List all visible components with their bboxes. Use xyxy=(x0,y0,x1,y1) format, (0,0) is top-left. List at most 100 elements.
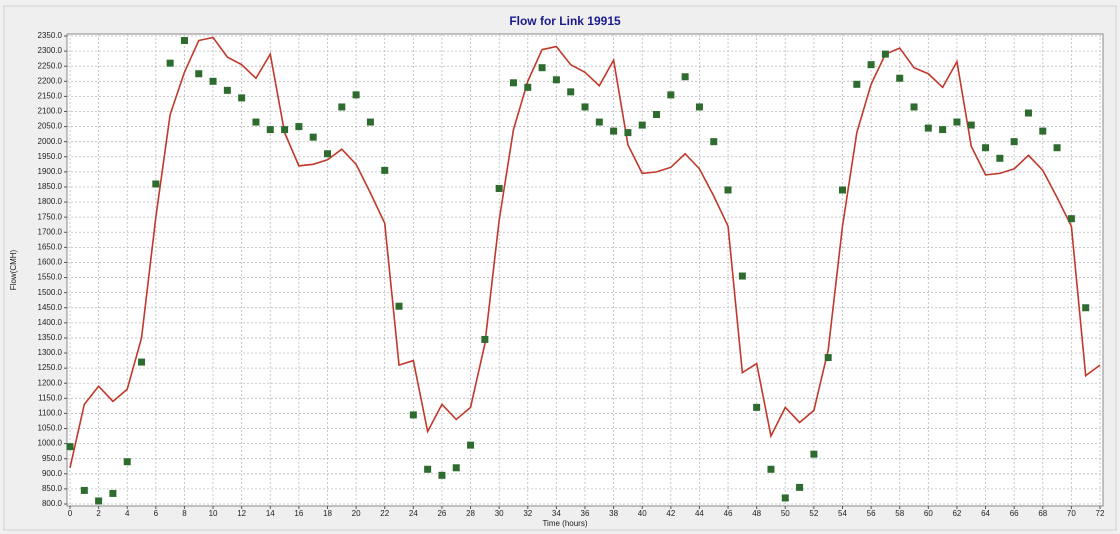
x-tick-label: 52 xyxy=(809,509,818,518)
y-tick-label: 850.0 xyxy=(42,484,63,493)
y-tick-label: 800.0 xyxy=(42,499,63,508)
marker xyxy=(839,186,846,194)
x-tick-label: 2 xyxy=(96,509,101,518)
marker xyxy=(924,124,932,132)
marker xyxy=(66,443,74,451)
y-tick-label: 1200.0 xyxy=(38,378,63,387)
x-tick-label: 22 xyxy=(380,509,389,518)
marker xyxy=(939,126,947,134)
marker xyxy=(953,118,961,126)
marker xyxy=(581,103,589,111)
x-tick-label: 40 xyxy=(638,509,647,518)
y-tick-label: 1350.0 xyxy=(38,333,63,342)
marker xyxy=(152,180,160,188)
marker xyxy=(366,118,374,126)
marker xyxy=(1053,144,1061,152)
x-tick-label: 64 xyxy=(981,509,990,518)
x-tick-label: 58 xyxy=(895,509,904,518)
marker xyxy=(252,118,260,126)
x-tick-label: 56 xyxy=(867,509,876,518)
x-tick-label: 34 xyxy=(552,509,561,518)
marker xyxy=(724,186,732,194)
marker xyxy=(1039,127,1047,135)
y-tick-label: 2300.0 xyxy=(38,46,63,55)
marker xyxy=(710,138,718,146)
marker xyxy=(524,83,532,91)
marker xyxy=(80,486,88,494)
marker xyxy=(667,91,675,99)
y-tick-label: 1000.0 xyxy=(38,439,63,448)
y-tick-label: 1050.0 xyxy=(38,424,63,433)
y-tick-label: 1150.0 xyxy=(38,393,62,402)
y-tick-label: 1250.0 xyxy=(38,363,63,372)
x-tick-label: 60 xyxy=(924,509,933,518)
marker xyxy=(967,121,975,129)
y-tick-label: 1300.0 xyxy=(38,348,63,357)
marker xyxy=(295,123,303,131)
marker xyxy=(424,465,432,473)
x-tick-label: 0 xyxy=(68,509,73,518)
marker xyxy=(638,121,646,129)
marker xyxy=(1082,304,1090,312)
y-tick-label: 2350.0 xyxy=(38,31,63,40)
marker xyxy=(109,489,117,497)
marker xyxy=(467,441,475,449)
line xyxy=(69,36,1101,468)
marker xyxy=(1024,109,1032,117)
x-tick-label: 20 xyxy=(352,509,361,518)
y-tick-label: 2100.0 xyxy=(38,107,63,116)
y-tick-label: 2200.0 xyxy=(38,76,63,85)
x-tick-label: 72 xyxy=(1096,509,1105,518)
marker xyxy=(223,86,231,94)
marker xyxy=(867,61,875,69)
marker xyxy=(881,50,889,58)
marker xyxy=(982,144,990,152)
marker xyxy=(610,127,618,135)
marker xyxy=(266,126,274,134)
marker xyxy=(681,73,689,81)
x-tick-label: 36 xyxy=(581,509,590,518)
y-tick-label: 900.0 xyxy=(42,469,63,478)
x-tick-label: 46 xyxy=(724,509,733,518)
y-tick-label: 2050.0 xyxy=(38,122,63,131)
x-tick-label: 10 xyxy=(209,509,218,518)
x-tick-label: 30 xyxy=(495,509,504,518)
marker xyxy=(567,88,575,96)
marker xyxy=(552,76,560,84)
x-tick-label: 28 xyxy=(466,509,475,518)
x-tick-label: 54 xyxy=(838,509,847,518)
marker xyxy=(338,103,346,111)
y-tick-label: 950.0 xyxy=(42,454,63,463)
y-tick-label: 1550.0 xyxy=(38,273,63,282)
x-tick-label: 6 xyxy=(154,509,159,518)
y-tick-label: 1500.0 xyxy=(38,288,63,297)
marker xyxy=(853,80,861,88)
marker xyxy=(395,302,403,310)
marker xyxy=(695,103,703,111)
x-tick-label: 44 xyxy=(695,509,704,518)
marker xyxy=(796,483,804,491)
y-tick-label: 2250.0 xyxy=(38,61,63,70)
y-tick-label: 1750.0 xyxy=(38,212,63,221)
x-tick-label: 48 xyxy=(752,509,761,518)
x-tick-label: 18 xyxy=(323,509,332,518)
marker xyxy=(781,494,789,502)
x-tick-label: 8 xyxy=(182,509,187,518)
marker xyxy=(653,111,661,119)
y-tick-label: 1650.0 xyxy=(38,242,63,251)
x-tick-label: 38 xyxy=(609,509,618,518)
y-tick-label: 1900.0 xyxy=(38,167,63,176)
x-tick-label: 42 xyxy=(666,509,675,518)
chart-title: Flow for Link 19915 xyxy=(509,14,621,28)
marker xyxy=(452,464,460,472)
marker xyxy=(195,70,203,78)
y-tick-label: 1700.0 xyxy=(38,227,63,236)
marker xyxy=(767,465,775,473)
x-tick-label: 24 xyxy=(409,509,418,518)
marker xyxy=(1067,215,1075,223)
marker xyxy=(624,129,632,137)
x-tick-label: 50 xyxy=(781,509,790,518)
y-tick-label: 2150.0 xyxy=(38,91,63,100)
x-tick-label: 62 xyxy=(952,509,961,518)
